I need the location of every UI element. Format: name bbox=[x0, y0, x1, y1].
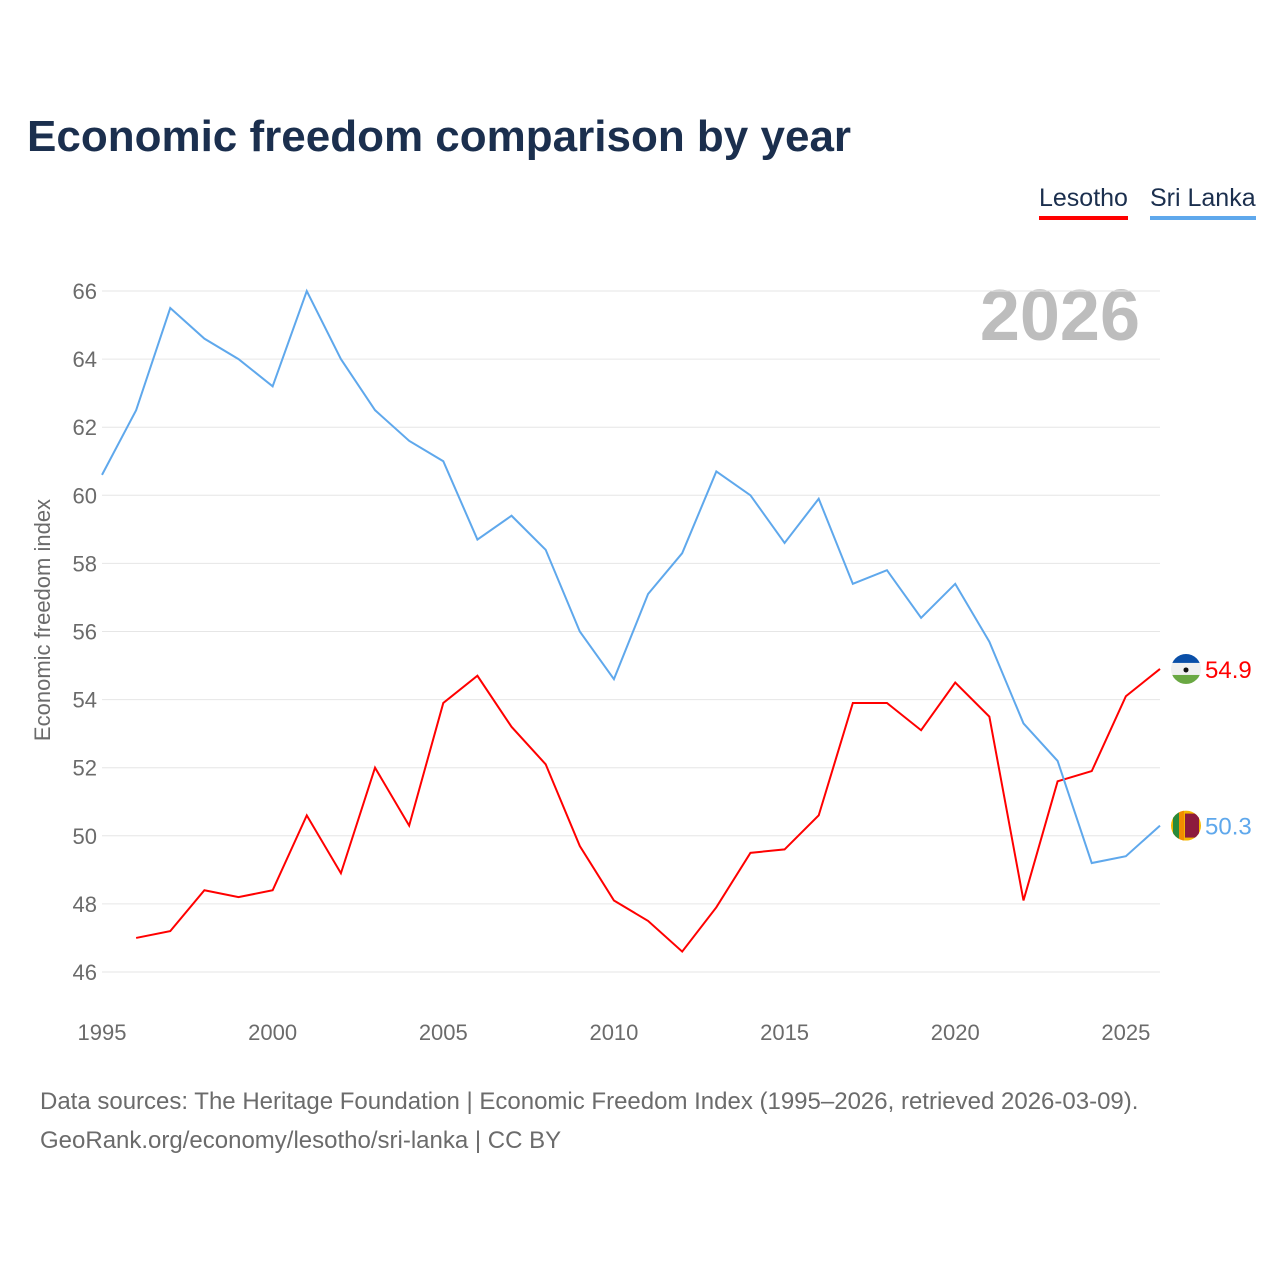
y-tick-label: 64 bbox=[73, 347, 97, 372]
x-tick-label: 2020 bbox=[931, 1020, 980, 1045]
x-tick-label: 2025 bbox=[1101, 1020, 1150, 1045]
y-tick-label: 58 bbox=[73, 551, 97, 576]
y-tick-label: 50 bbox=[73, 824, 97, 849]
series-line-sri-lanka bbox=[101, 288, 1161, 865]
y-tick-label: 66 bbox=[73, 279, 97, 304]
y-tick-label: 52 bbox=[73, 756, 97, 781]
end-value-label: 50.3 bbox=[1205, 814, 1252, 841]
chart-title: Economic freedom comparison by year bbox=[27, 112, 852, 161]
legend-lesotho[interactable]: Lesotho bbox=[1039, 184, 1128, 220]
y-tick-label: 56 bbox=[73, 620, 97, 645]
plot-area: 2026 Economic freedom index 46 48 50 52 54 56… bbox=[30, 276, 1252, 1045]
x-tick-label: 2005 bbox=[419, 1020, 468, 1045]
x-tick-label: 2010 bbox=[589, 1020, 638, 1045]
x-tick-label: 2015 bbox=[760, 1020, 809, 1045]
footer-link[interactable]: GeoRank.org/economy/lesotho/sri-lanka | … bbox=[40, 1127, 562, 1154]
y-tick-label: 54 bbox=[73, 688, 97, 713]
end-value-label: 54.9 bbox=[1205, 657, 1252, 684]
y-tick-label: 46 bbox=[73, 960, 97, 985]
footer-sources: Data sources: The Heritage Foundation | … bbox=[40, 1088, 1139, 1115]
x-tick-label: 1995 bbox=[78, 1020, 127, 1045]
y-tick-label: 62 bbox=[73, 415, 97, 440]
y-axis-label: Economic freedom index bbox=[30, 499, 55, 741]
year-watermark: 2026 bbox=[980, 276, 1140, 356]
lesotho-flag-icon bbox=[1171, 653, 1201, 684]
y-tick-label: 48 bbox=[73, 892, 97, 917]
series-line-lesotho bbox=[135, 668, 1161, 954]
y-tick-label: 60 bbox=[73, 483, 97, 508]
sri-lanka-flag-icon bbox=[1171, 810, 1201, 841]
x-tick-label: 2000 bbox=[248, 1020, 297, 1045]
legend-sri-lanka[interactable]: Sri Lanka bbox=[1150, 184, 1256, 220]
